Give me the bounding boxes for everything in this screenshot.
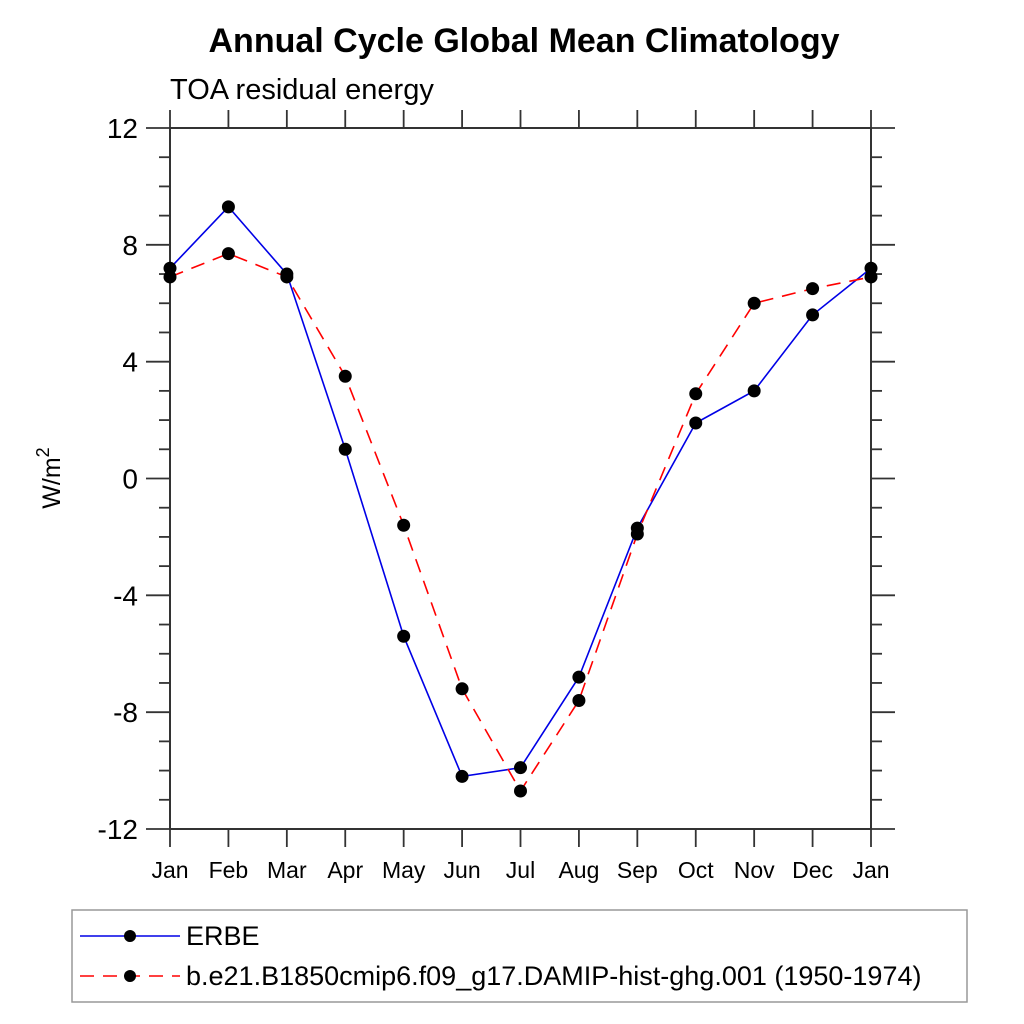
y-axis-title: W/m2 — [33, 447, 66, 508]
x-tick-label: Oct — [678, 857, 714, 883]
data-point-series-1 — [864, 270, 878, 284]
data-point-series-1 — [455, 682, 469, 696]
data-point-series-0 — [514, 761, 527, 775]
data-point-series-1 — [630, 527, 644, 541]
data-point-series-0 — [806, 308, 820, 322]
chart-subtitle: TOA residual energy — [170, 74, 434, 106]
legend-marker-icon — [124, 930, 136, 942]
y-tick-label: -8 — [113, 697, 138, 728]
legend-item-model-run: b.e21.B1850cmip6.f09_g17.DAMIP-hist-ghg.… — [80, 961, 921, 991]
y-axis-title-exponent: 2 — [33, 447, 53, 457]
y-tick-label: 8 — [122, 230, 138, 261]
data-point-series-0 — [572, 670, 586, 684]
x-tick-label: Aug — [558, 857, 599, 883]
legend-item-erbe: ERBE — [80, 921, 260, 951]
data-point-series-1 — [514, 784, 527, 798]
x-tick-label: Jan — [852, 857, 889, 883]
y-tick-label: 0 — [122, 464, 138, 495]
x-tick-label: Feb — [209, 857, 249, 883]
x-tick-label: Jan — [151, 857, 188, 883]
legend-label-model-run: b.e21.B1850cmip6.f09_g17.DAMIP-hist-ghg.… — [186, 961, 921, 991]
data-point-series-1 — [280, 270, 294, 284]
y-tick-label: -4 — [113, 580, 138, 611]
x-tick-label: Dec — [792, 857, 833, 883]
legend-marker-icon — [124, 970, 136, 982]
legend-label-erbe: ERBE — [186, 921, 260, 951]
data-point-series-1 — [397, 518, 411, 532]
plot-area: Jan Feb Mar Apr May Jun Jul Aug Sep Oct Nov Dec Jan 1… — [98, 110, 895, 883]
legend-box — [71, 909, 968, 1003]
data-point-series-0 — [397, 629, 411, 643]
data-point-series-0 — [455, 769, 469, 783]
x-tick-label: Sep — [617, 857, 658, 883]
data-point-series-1 — [747, 296, 761, 310]
y-tick-label: 12 — [107, 113, 138, 144]
plot-frame — [169, 127, 872, 830]
data-point-series-0 — [338, 442, 352, 456]
chart-title: Annual Cycle Global Mean Climatology — [209, 22, 840, 60]
y-tick-label: -12 — [98, 814, 138, 845]
series-line-0 — [169, 205, 872, 778]
y-axis-title-base: W/m — [38, 457, 66, 508]
y-tick-label: 4 — [122, 347, 138, 378]
legend: ERBE b.e21.B1850cmip6.f09_g17.DAMIP-hist… — [71, 909, 968, 1003]
x-tick-label: Jun — [444, 857, 481, 883]
data-point-series-1 — [689, 387, 703, 401]
data-point-series-0 — [221, 200, 235, 214]
series-line-1 — [169, 252, 872, 793]
x-tick-label: Jul — [506, 857, 535, 883]
data-point-series-1 — [221, 247, 235, 261]
data-point-series-1 — [806, 282, 820, 296]
x-tick-label: Mar — [267, 857, 307, 883]
x-tick-label: May — [382, 857, 426, 883]
x-tick-label: Nov — [734, 857, 775, 883]
x-tick-label: Apr — [327, 857, 363, 883]
data-point-series-1 — [338, 369, 352, 383]
data-point-series-1 — [163, 270, 177, 284]
data-point-series-0 — [689, 416, 703, 430]
data-point-series-1 — [572, 693, 586, 707]
data-point-series-0 — [747, 384, 761, 398]
